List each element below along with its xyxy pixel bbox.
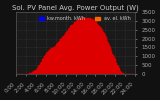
Bar — [93, 20, 94, 74]
Bar — [78, 20, 79, 74]
Bar — [34, 71, 35, 74]
Bar — [90, 18, 91, 74]
Bar — [111, 49, 112, 74]
Bar — [114, 57, 115, 74]
Bar — [86, 18, 87, 74]
Bar — [87, 18, 88, 74]
Bar — [116, 63, 117, 74]
Bar — [96, 22, 97, 74]
Bar — [44, 56, 45, 74]
Bar — [112, 54, 113, 74]
Bar — [52, 48, 53, 74]
Bar — [38, 66, 39, 74]
Bar — [48, 51, 49, 74]
Bar — [120, 71, 121, 74]
Bar — [49, 50, 50, 74]
Bar — [97, 24, 98, 74]
Bar — [47, 52, 48, 74]
Bar — [41, 62, 42, 74]
Bar — [91, 19, 92, 74]
Bar — [43, 58, 44, 74]
Bar — [69, 27, 70, 74]
Bar — [103, 32, 104, 74]
Bar — [89, 18, 90, 74]
Bar — [119, 68, 120, 74]
Bar — [104, 33, 105, 74]
Bar — [66, 32, 67, 74]
Bar — [73, 24, 74, 74]
Bar — [59, 40, 60, 74]
Bar — [99, 26, 100, 74]
Bar — [102, 30, 103, 74]
Bar — [32, 72, 33, 74]
Bar — [58, 42, 59, 74]
Bar — [108, 43, 109, 74]
Bar — [85, 18, 86, 74]
Legend: kw.month. kWh, av. el. kWh: kw.month. kWh, av. el. kWh — [37, 14, 132, 23]
Bar — [122, 72, 123, 74]
Bar — [110, 47, 111, 74]
Bar — [82, 18, 83, 74]
Bar — [30, 73, 31, 74]
Bar — [77, 20, 78, 74]
Bar — [53, 47, 54, 74]
Bar — [68, 29, 69, 74]
Bar — [29, 73, 30, 74]
Bar — [88, 18, 89, 74]
Bar — [56, 44, 57, 74]
Bar — [79, 19, 80, 74]
Bar — [51, 48, 52, 74]
Bar — [109, 45, 110, 74]
Bar — [98, 25, 99, 74]
Bar — [42, 59, 43, 74]
Bar — [71, 25, 72, 74]
Title: Sol. PV Panel Avg. Power Output (W): Sol. PV Panel Avg. Power Output (W) — [12, 4, 139, 11]
Bar — [70, 26, 71, 74]
Bar — [63, 36, 64, 74]
Bar — [64, 35, 65, 74]
Bar — [83, 18, 84, 74]
Bar — [106, 37, 107, 74]
Bar — [117, 65, 118, 74]
Bar — [123, 73, 124, 74]
Bar — [95, 21, 96, 74]
Bar — [75, 22, 76, 74]
Bar — [60, 39, 61, 74]
Bar — [121, 72, 122, 74]
Bar — [81, 18, 82, 74]
Bar — [115, 59, 116, 74]
Bar — [40, 64, 41, 74]
Bar — [74, 22, 75, 74]
Bar — [31, 72, 32, 74]
Bar — [92, 19, 93, 74]
Bar — [67, 31, 68, 74]
Bar — [113, 56, 114, 74]
Bar — [84, 18, 85, 74]
Bar — [57, 43, 58, 74]
Bar — [36, 70, 37, 74]
Bar — [94, 21, 95, 74]
Bar — [35, 70, 36, 74]
Bar — [107, 41, 108, 74]
Bar — [100, 27, 101, 74]
Bar — [54, 47, 55, 74]
Bar — [50, 49, 51, 74]
Bar — [76, 21, 77, 74]
Bar — [61, 38, 62, 74]
Bar — [72, 25, 73, 74]
Bar — [39, 65, 40, 74]
Bar — [62, 37, 63, 74]
Bar — [101, 28, 102, 74]
Bar — [33, 71, 34, 74]
Bar — [55, 46, 56, 74]
Bar — [105, 35, 106, 74]
Bar — [37, 68, 38, 74]
Bar — [45, 55, 46, 74]
Bar — [46, 53, 47, 74]
Bar — [118, 66, 119, 74]
Bar — [80, 19, 81, 74]
Bar — [65, 33, 66, 74]
